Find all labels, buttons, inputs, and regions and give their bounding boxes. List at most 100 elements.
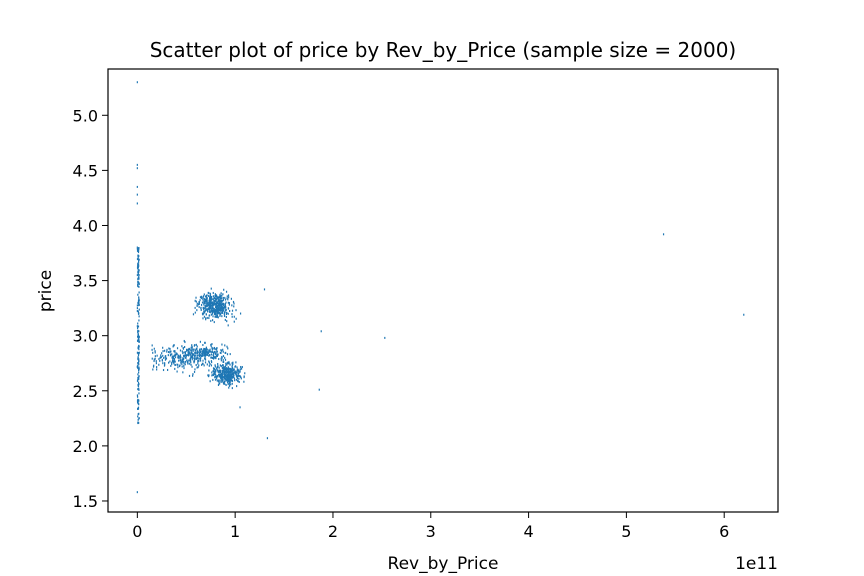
data-point — [225, 302, 226, 304]
data-point — [166, 351, 167, 353]
data-point — [209, 300, 210, 302]
data-point — [137, 408, 138, 410]
data-point — [219, 294, 220, 296]
data-point — [205, 296, 206, 298]
data-point — [137, 274, 138, 276]
data-point — [237, 375, 238, 377]
data-point — [137, 81, 138, 83]
data-point — [384, 337, 385, 339]
x-tick-label: 6 — [719, 522, 729, 541]
data-point — [236, 385, 237, 387]
data-point — [203, 348, 204, 350]
data-point — [221, 344, 222, 346]
data-point — [208, 304, 209, 306]
data-point — [138, 311, 139, 313]
data-point — [222, 300, 223, 302]
data-point — [138, 335, 139, 337]
data-point — [193, 354, 194, 356]
data-point — [187, 349, 188, 351]
data-point — [214, 372, 215, 374]
data-point — [206, 294, 207, 296]
data-point — [194, 371, 195, 373]
data-point — [319, 389, 320, 391]
data-point — [240, 313, 241, 315]
data-point — [196, 354, 197, 356]
data-point — [139, 309, 140, 311]
data-point — [138, 302, 139, 304]
data-point — [238, 375, 239, 377]
data-point — [198, 366, 199, 368]
data-point — [167, 369, 168, 371]
data-point — [215, 379, 216, 381]
data-point — [169, 348, 170, 350]
data-point — [216, 301, 217, 303]
data-point — [228, 377, 229, 379]
data-point — [209, 314, 210, 316]
data-point — [197, 363, 198, 365]
data-point — [207, 374, 208, 376]
data-point — [178, 357, 179, 359]
data-point — [214, 321, 215, 323]
data-point — [226, 309, 227, 311]
data-point — [156, 368, 157, 370]
data-point — [169, 351, 170, 353]
data-point — [202, 302, 203, 304]
data-point — [137, 352, 138, 354]
data-point — [222, 374, 223, 376]
data-point — [199, 299, 200, 301]
data-point — [180, 362, 181, 364]
data-point — [223, 297, 224, 299]
data-point — [203, 302, 204, 304]
data-point — [217, 306, 218, 308]
data-point — [219, 374, 220, 376]
data-point — [222, 376, 223, 378]
data-point — [228, 371, 229, 373]
data-point — [222, 310, 223, 312]
data-point — [209, 365, 210, 367]
data-point — [233, 305, 234, 307]
data-point — [138, 392, 139, 394]
data-point — [137, 202, 138, 204]
data-point — [189, 363, 190, 365]
data-point — [204, 293, 205, 295]
data-point — [179, 365, 180, 367]
data-point — [178, 355, 179, 357]
data-point — [195, 312, 196, 314]
data-point — [172, 358, 173, 360]
data-point — [208, 307, 209, 309]
data-point — [211, 345, 212, 347]
data-point — [159, 360, 160, 362]
data-point — [186, 359, 187, 361]
data-point — [196, 301, 197, 303]
data-point — [212, 315, 213, 317]
data-point — [209, 349, 210, 351]
data-point — [151, 349, 152, 351]
data-point — [201, 364, 202, 366]
data-point — [223, 359, 224, 361]
data-point — [200, 358, 201, 360]
data-point — [209, 351, 210, 353]
data-point — [234, 377, 235, 379]
data-point — [229, 364, 230, 366]
data-point — [226, 371, 227, 373]
data-point — [226, 346, 227, 348]
data-point — [217, 313, 218, 315]
data-point — [174, 360, 175, 362]
data-point — [234, 321, 235, 323]
data-point — [138, 356, 139, 358]
data-point — [208, 317, 209, 319]
data-point — [197, 305, 198, 307]
data-point — [216, 316, 217, 318]
data-point — [221, 359, 222, 361]
data-point — [232, 363, 233, 365]
data-point — [228, 324, 229, 326]
data-point — [184, 351, 185, 353]
data-point — [209, 362, 210, 364]
data-point — [217, 351, 218, 353]
data-point — [138, 368, 139, 370]
data-point — [156, 362, 157, 364]
data-point — [210, 357, 211, 359]
data-point — [228, 313, 229, 315]
data-point — [191, 352, 192, 354]
data-point — [207, 354, 208, 356]
